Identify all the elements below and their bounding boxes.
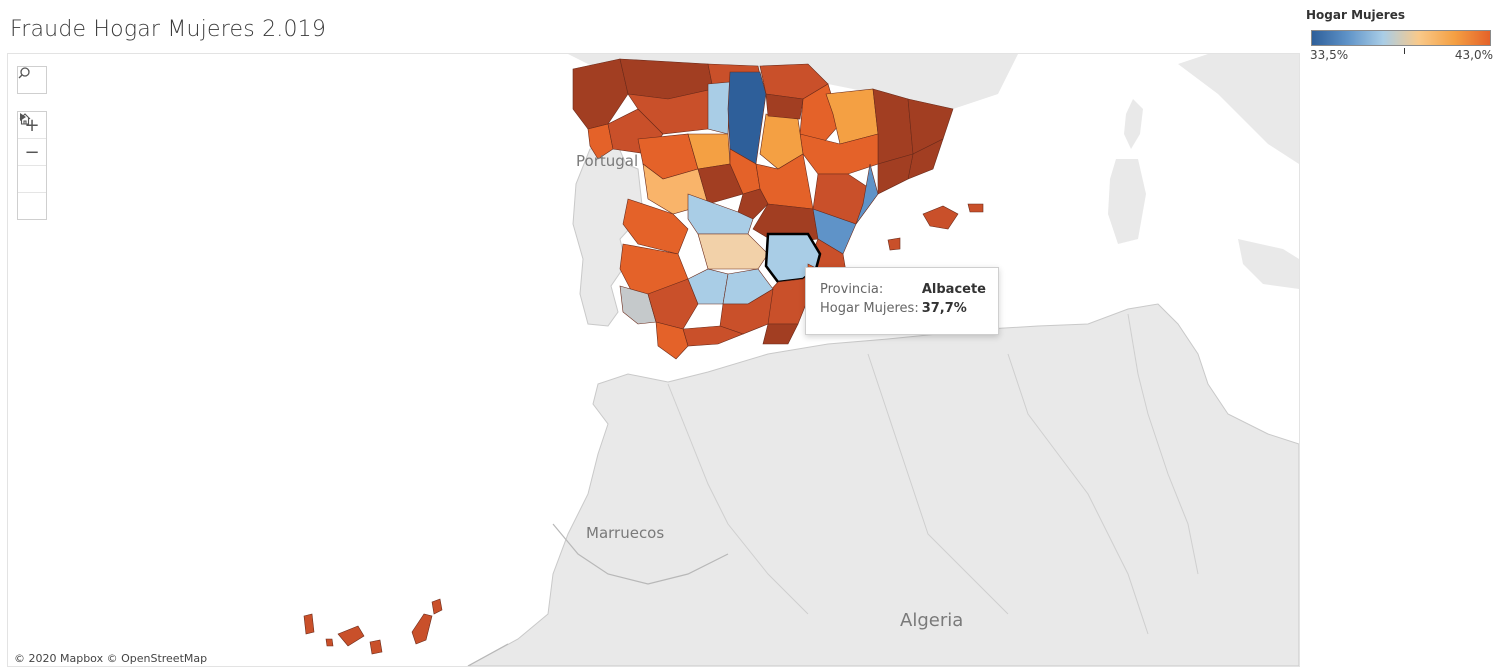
province-zaragoza — [799, 133, 879, 175]
province-ciudad-real — [697, 233, 769, 270]
province-canarias-5 — [431, 598, 443, 615]
province-rioja — [765, 93, 804, 120]
color-legend: Hogar Mujeres 33,5% 43,0% — [1306, 8, 1496, 62]
province-cadiz — [655, 321, 689, 360]
minus-icon: − — [24, 141, 40, 163]
play-icon — [20, 113, 26, 121]
tooltip-provincia-label: Provincia: — [820, 282, 884, 297]
tooltip-hogar-label: Hogar Mujeres: — [820, 301, 919, 316]
home-button[interactable] — [18, 113, 46, 193]
province-canarias-2 — [337, 625, 365, 647]
province-tooltip: Provincia: Albacete Hogar Mujeres: 37,7% — [805, 267, 999, 335]
page-title: Fraude Hogar Mujeres 2.019 — [10, 17, 327, 42]
province-huelva — [619, 285, 657, 325]
tooltip-hogar-value: 37,7% — [921, 301, 967, 316]
map-view[interactable]: Portugal Marruecos Algeria + − — [7, 53, 1300, 667]
legend-gradient — [1311, 30, 1491, 46]
label-algeria: Algeria — [900, 610, 963, 631]
legend-labels: 33,5% 43,0% — [1310, 48, 1493, 62]
search-icon — [18, 67, 30, 79]
search-button[interactable] — [17, 66, 47, 94]
province-baleares — [922, 205, 959, 230]
province-tarragona — [877, 153, 914, 195]
zoom-controls: + − — [17, 111, 47, 220]
legend-title: Hogar Mujeres — [1306, 8, 1406, 22]
province-pontevedra — [587, 123, 614, 160]
province-lleida — [872, 88, 914, 165]
spain-provinces[interactable] — [303, 58, 984, 655]
label-marruecos: Marruecos — [586, 524, 664, 542]
tooltip-provincia-value: Albacete — [921, 282, 986, 297]
map-toolbar: + − — [17, 66, 47, 220]
province-canarias-4 — [411, 613, 433, 645]
province-almeria — [762, 323, 799, 345]
province-ibiza — [887, 237, 901, 251]
legend-min-label: 33,5% — [1310, 48, 1349, 62]
province-madrid — [737, 188, 769, 220]
province-palencia — [707, 81, 731, 135]
legend-max-label: 43,0% — [1454, 48, 1493, 62]
map-attribution[interactable]: © 2020 Mapbox © OpenStreetMap — [11, 652, 211, 665]
pan-button[interactable] — [18, 113, 46, 219]
zoom-out-button[interactable]: − — [18, 139, 46, 166]
legend-midpoint-tick — [1404, 48, 1405, 54]
province-canarias-3 — [369, 639, 383, 655]
province-menorca — [967, 203, 984, 213]
map-canvas[interactable]: Portugal Marruecos Algeria — [8, 54, 1299, 666]
province-canarias-6 — [325, 638, 334, 647]
province-sevilla — [647, 278, 699, 330]
province-canarias-1 — [303, 613, 315, 635]
label-portugal: Portugal — [576, 152, 638, 170]
